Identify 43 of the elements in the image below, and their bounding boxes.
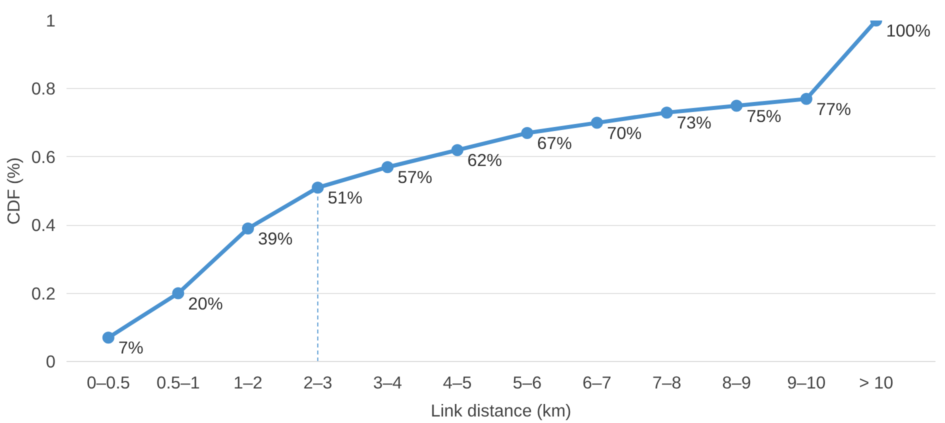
point [590,116,603,129]
data-label: 75% [746,106,782,126]
data-label: 77% [816,98,852,119]
point [172,287,184,300]
x-tick-label: 4–5 [442,372,472,392]
point [242,222,254,234]
x-axis-title: Link distance (km) [430,400,572,420]
y-tick-label: 1 [46,10,56,30]
data-label: 73% [676,112,712,133]
x-tick-label: 2–3 [303,372,332,392]
x-tick-label: 1–2 [234,372,262,392]
y-tick-label: 0.8 [31,78,56,99]
x-tick-label: 3–4 [373,372,402,392]
x-tick-label: 6–7 [582,372,612,392]
x-tick-label: 9–10 [787,372,826,392]
data-label: 51% [328,188,362,208]
y-tick-label: 0 [46,352,56,372]
point [382,161,394,174]
data-label: 57% [398,167,432,188]
point [521,127,534,140]
x-tick-label: 0.5–1 [156,372,200,392]
x-tick-label: > 10 [859,372,894,392]
data-label: 62% [467,150,502,170]
x-tick-label: 5–6 [512,372,542,392]
y-tick-label: 0.2 [31,283,56,304]
data-label: 70% [606,122,642,143]
data-label: 67% [537,133,572,154]
point [451,144,464,156]
y-axis-title: CDF (%) [3,157,24,225]
point [312,182,324,194]
y-tick-label: 0.4 [31,215,56,236]
x-tick-label: 8–9 [722,372,752,392]
point [102,332,114,344]
point [800,92,812,105]
x-tick-label: 0–0.5 [86,372,130,392]
data-label: 7% [118,338,144,358]
data-label: 100% [886,20,930,40]
y-tick-label: 0.6 [31,146,56,167]
data-label: 20% [188,293,223,314]
x-tick-label: 7–8 [652,372,682,392]
data-label: 39% [258,228,293,249]
point [660,106,673,119]
point [730,100,743,112]
